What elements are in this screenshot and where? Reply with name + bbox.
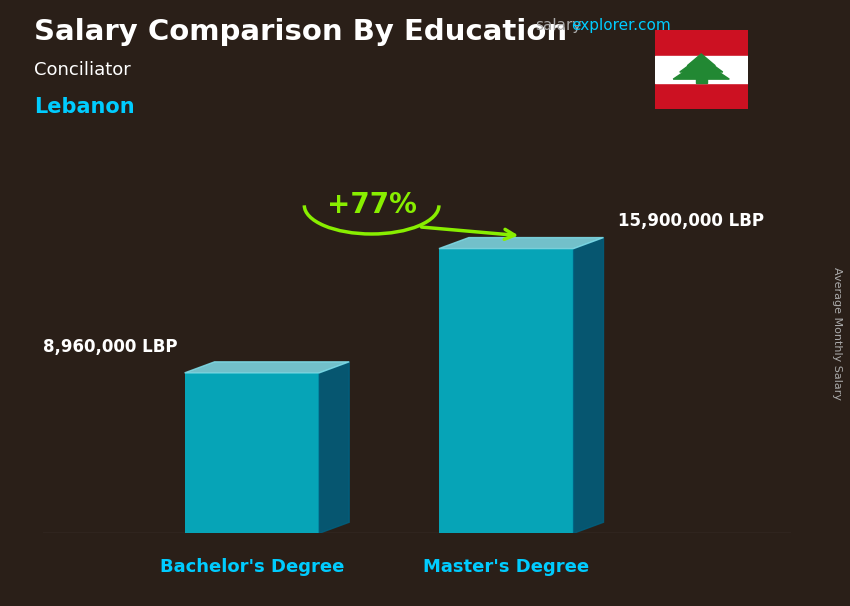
Text: Bachelor's Degree: Bachelor's Degree [160, 558, 344, 576]
Text: 8,960,000 LBP: 8,960,000 LBP [42, 339, 177, 356]
Text: Salary Comparison By Education: Salary Comparison By Education [34, 18, 567, 46]
Polygon shape [673, 60, 729, 79]
Bar [439, 248, 574, 533]
Bar [654, 83, 748, 109]
Text: Conciliator: Conciliator [34, 61, 131, 79]
Text: Lebanon: Lebanon [34, 97, 134, 117]
Polygon shape [574, 238, 603, 533]
Text: 15,900,000 LBP: 15,900,000 LBP [619, 213, 764, 230]
Polygon shape [439, 238, 604, 248]
Text: Average Monthly Salary: Average Monthly Salary [832, 267, 842, 400]
Bar [654, 56, 748, 83]
Polygon shape [320, 362, 349, 533]
Bar [695, 77, 707, 83]
Text: +77%: +77% [326, 191, 416, 219]
Bar [184, 373, 320, 533]
Text: Master's Degree: Master's Degree [423, 558, 589, 576]
Text: explorer.com: explorer.com [571, 18, 671, 33]
Bar [654, 30, 748, 56]
Text: salary: salary [536, 18, 582, 33]
Polygon shape [184, 362, 349, 373]
Polygon shape [680, 56, 722, 72]
Polygon shape [687, 54, 715, 66]
